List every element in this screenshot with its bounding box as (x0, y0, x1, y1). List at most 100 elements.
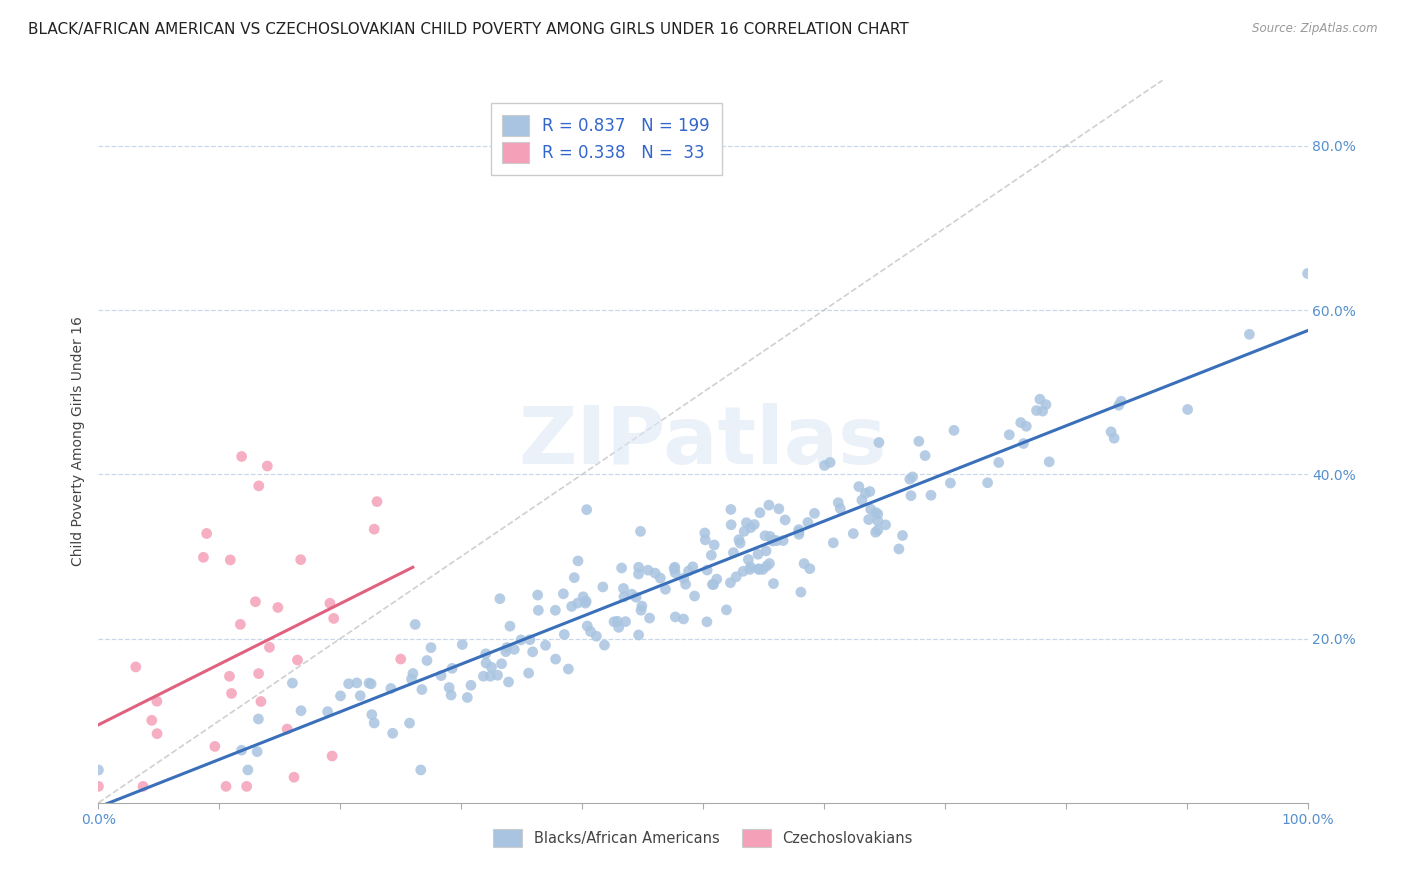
Point (773, 513, 796, 527)
Point (592, 580, 614, 594)
Point (1015, 419, 1038, 434)
Point (125, 660, 148, 674)
Point (411, 682, 433, 697)
Point (682, 559, 704, 574)
Point (245, 595, 267, 609)
Point (998, 427, 1021, 442)
Point (603, 615, 626, 629)
Point (561, 599, 583, 614)
Point (675, 577, 697, 591)
Point (215, 780, 238, 794)
Point (943, 423, 966, 437)
Point (650, 571, 672, 585)
Point (440, 688, 463, 702)
Point (402, 666, 425, 681)
Point (519, 632, 541, 647)
Point (256, 458, 278, 473)
Point (246, 745, 269, 759)
Point (855, 486, 877, 500)
Point (758, 557, 780, 571)
Point (747, 547, 769, 561)
Point (654, 582, 676, 597)
Point (363, 522, 385, 536)
Point (842, 526, 865, 541)
Point (748, 506, 770, 520)
Point (976, 475, 998, 490)
Point (575, 502, 598, 516)
Point (329, 689, 352, 703)
Point (637, 563, 659, 577)
Point (787, 523, 810, 537)
Point (627, 560, 650, 574)
Point (236, 763, 259, 777)
Point (1296, 267, 1319, 281)
Point (322, 611, 344, 625)
Point (706, 572, 728, 586)
Point (499, 619, 522, 633)
Point (1099, 425, 1122, 439)
Point (1038, 455, 1060, 469)
Point (630, 524, 652, 539)
Point (818, 455, 841, 469)
Point (914, 449, 936, 463)
Point (316, 705, 339, 719)
Point (481, 660, 503, 674)
Text: BLACK/AFRICAN AMERICAN VS CZECHOSLOVAKIAN CHILD POVERTY AMONG GIRLS UNDER 16 COR: BLACK/AFRICAN AMERICAN VS CZECHOSLOVAKIA… (28, 22, 908, 37)
Point (366, 494, 388, 508)
Point (360, 707, 382, 722)
Point (939, 476, 962, 491)
Point (522, 645, 544, 659)
Point (218, 669, 240, 683)
Point (858, 512, 880, 526)
Point (693, 525, 716, 540)
Point (695, 533, 717, 547)
Point (859, 502, 882, 516)
Point (1108, 398, 1130, 412)
Point (141, 714, 163, 728)
Point (290, 552, 312, 566)
Point (787, 524, 810, 539)
Point (799, 562, 821, 576)
Point (1010, 416, 1032, 430)
Point (703, 538, 725, 552)
Point (865, 525, 887, 540)
Point (762, 576, 785, 591)
Point (456, 690, 478, 705)
Point (527, 603, 550, 617)
Point (755, 544, 778, 558)
Point (683, 589, 706, 603)
Point (790, 585, 813, 599)
Point (627, 628, 650, 642)
Point (1102, 431, 1125, 445)
Point (827, 496, 849, 510)
Point (742, 517, 765, 532)
Point (474, 647, 496, 661)
Point (146, 694, 169, 708)
Point (498, 675, 520, 690)
Point (830, 501, 852, 516)
Point (720, 575, 742, 590)
Point (740, 520, 762, 534)
Point (748, 562, 770, 576)
Point (409, 763, 432, 777)
Point (920, 488, 942, 502)
Point (204, 739, 226, 754)
Point (900, 489, 922, 503)
Point (472, 669, 495, 683)
Point (231, 450, 253, 464)
Text: ZIPatlas: ZIPatlas (519, 402, 887, 481)
Point (868, 435, 890, 450)
Point (544, 603, 567, 617)
Point (389, 652, 412, 666)
Point (627, 566, 650, 581)
Point (733, 524, 755, 539)
Point (495, 645, 517, 659)
Y-axis label: Child Poverty Among Girls Under 16: Child Poverty Among Girls Under 16 (70, 317, 84, 566)
Point (503, 642, 526, 657)
Point (1012, 436, 1035, 450)
Point (489, 591, 512, 606)
Point (247, 666, 270, 681)
Point (287, 653, 309, 667)
Point (735, 516, 758, 530)
Point (475, 656, 498, 670)
